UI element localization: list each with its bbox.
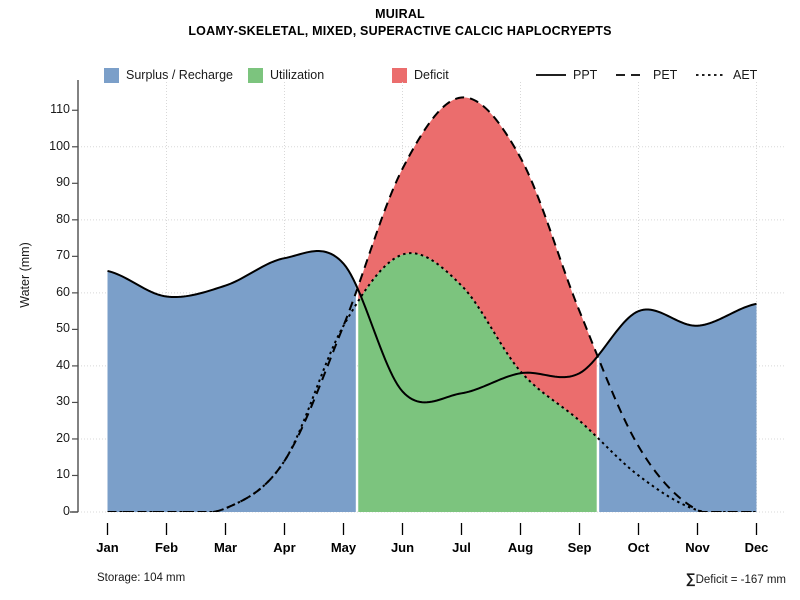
chart-subtitle: LOAMY-SKELETAL, MIXED, SUPERACTIVE CALCI… bbox=[188, 24, 612, 38]
x-tick-label-feb: Feb bbox=[154, 540, 179, 555]
legend-label-pet: PET bbox=[653, 68, 678, 82]
legend-swatch-deficit bbox=[392, 67, 407, 83]
y-tick-label: 110 bbox=[50, 102, 70, 117]
x-tick-label-nov: Nov bbox=[685, 540, 710, 555]
x-tick-label-oct: Oct bbox=[627, 540, 650, 555]
x-tick-label-may: May bbox=[330, 540, 357, 555]
legend-item-pet[interactable]: PET bbox=[616, 65, 677, 85]
area-utilization bbox=[358, 253, 597, 512]
legend-label-utilization: Utilization bbox=[270, 68, 325, 82]
solid-line-icon bbox=[536, 68, 566, 82]
x-tick-label-mar: Mar bbox=[213, 540, 238, 555]
sigma-icon: ∑ bbox=[685, 570, 696, 586]
legend-label-deficit: Deficit bbox=[414, 68, 449, 82]
x-tick-label-apr: Apr bbox=[273, 540, 296, 555]
x-tick-label-sep: Sep bbox=[567, 540, 592, 555]
area-deficit bbox=[358, 97, 597, 437]
series-line-aet bbox=[107, 252, 757, 512]
legend-label-ppt: PPT bbox=[573, 68, 598, 82]
storage-annotation: Storage: 104 mm bbox=[97, 572, 186, 584]
chart-legend: Surplus / Recharge Utilization Deficit P… bbox=[0, 64, 800, 88]
area-surplus-recharge bbox=[107, 251, 356, 512]
legend-swatch-surplus bbox=[104, 67, 119, 83]
y-tick-label: 30 bbox=[56, 394, 70, 409]
legend-item-ppt[interactable]: PPT bbox=[536, 65, 597, 85]
legend-swatch-utilization bbox=[248, 67, 263, 83]
deficit-total-label: Deficit = -167 mm bbox=[695, 574, 786, 586]
legend-label-surplus: Surplus / Recharge bbox=[126, 68, 234, 82]
area-surplus-base bbox=[599, 360, 757, 512]
area-surplus-recharge bbox=[599, 303, 757, 512]
x-tick-label-jun: Jun bbox=[390, 540, 415, 555]
y-tick-label: 90 bbox=[56, 175, 70, 190]
area-surplus-base bbox=[107, 292, 356, 512]
dashed-line-icon bbox=[616, 68, 646, 82]
y-tick-label: 100 bbox=[49, 138, 70, 153]
y-tick-label: 20 bbox=[56, 430, 70, 445]
y-tick-label: 70 bbox=[56, 248, 70, 263]
y-tick-label: 60 bbox=[56, 284, 70, 299]
legend-item-aet[interactable]: AET bbox=[696, 65, 757, 85]
y-tick-label: 0 bbox=[63, 504, 70, 518]
y-tick-label: 80 bbox=[56, 211, 70, 226]
y-tick-label: 40 bbox=[56, 357, 70, 372]
x-tick-label-jul: Jul bbox=[452, 540, 471, 555]
legend-item-surplus[interactable]: Surplus / Recharge bbox=[104, 65, 233, 85]
x-tick-label-aug: Aug bbox=[507, 540, 534, 555]
y-axis-ticks: 0 10 20 30 40 50 60 70 80 90 100 110 bbox=[22, 0, 70, 600]
legend-item-utilization[interactable]: Utilization bbox=[248, 65, 324, 85]
dotted-line-icon bbox=[696, 68, 726, 82]
chart-title-block: MUIRAL LOAMY-SKELETAL, MIXED, SUPERACTIV… bbox=[0, 6, 800, 40]
x-tick-label-dec: Dec bbox=[744, 540, 769, 555]
y-tick-label: 50 bbox=[56, 321, 70, 336]
series-line-ppt bbox=[107, 250, 757, 404]
y-tick-label: 10 bbox=[56, 467, 70, 482]
legend-label-aet: AET bbox=[733, 68, 758, 82]
legend-item-deficit[interactable]: Deficit bbox=[392, 65, 449, 85]
deficit-annotation: ∑Deficit = -167 mm bbox=[686, 570, 786, 586]
page-title: MUIRAL bbox=[375, 7, 425, 21]
x-tick-label-jan: Jan bbox=[96, 540, 119, 555]
